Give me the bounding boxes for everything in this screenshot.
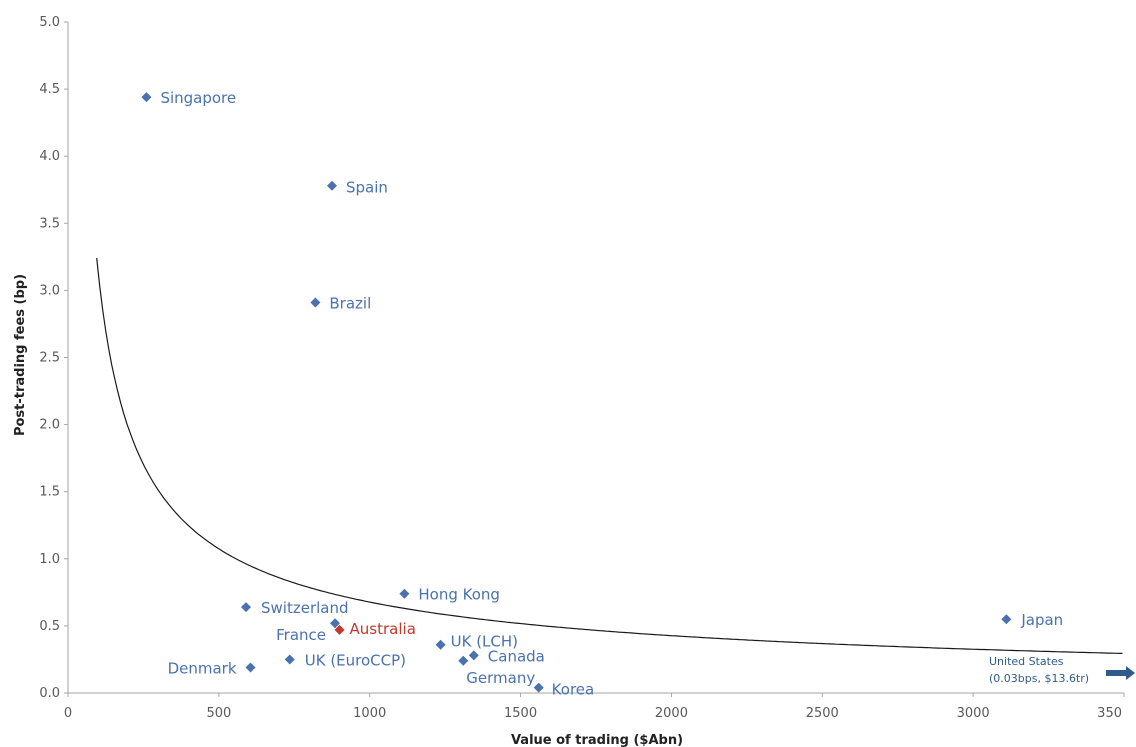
y-tick-label: 0.5 (39, 619, 60, 634)
label-germany: Germany (466, 669, 535, 687)
label-hong-kong: Hong Kong (418, 586, 500, 604)
label-singapore: Singapore (160, 89, 236, 107)
y-tick-label: 1.5 (39, 485, 60, 500)
marker-switzerland (241, 602, 252, 613)
marker-uk-euroccp (284, 654, 295, 665)
trendline (96, 257, 1123, 654)
marker-canada (468, 650, 479, 661)
annotation-line-2: (0.03bps, $13.6tr) (989, 672, 1089, 685)
marker-australia (334, 624, 345, 635)
x-axis-title: Value of trading ($Abn) (511, 733, 683, 747)
marker-uk-lch (435, 639, 446, 650)
y-axis: 0.0 0.5 1.0 1.5 2.0 2.5 3.0 3.5 4.0 4.5 5.0 (39, 15, 69, 701)
y-tick-label: 4.0 (39, 149, 60, 164)
label-brazil: Brazil (329, 294, 371, 312)
marker-singapore (141, 92, 152, 103)
label-australia: Australia (350, 620, 416, 638)
label-japan: Japan (1020, 611, 1063, 629)
x-axis: 0 500 1000 1500 2000 2500 3000 350 (64, 692, 1125, 721)
y-tick-label: 3.0 (39, 283, 60, 298)
label-uk-lch: UK (LCH) (451, 633, 518, 651)
y-tick-label: 5.0 (39, 15, 60, 30)
y-tick-label: 2.5 (39, 351, 60, 366)
united-states-annotation: United States (0.03bps, $13.6tr) (989, 655, 1135, 685)
y-axis-title: Post-trading fees (bp) (13, 274, 28, 436)
x-tick-label: 350 (1097, 706, 1122, 721)
x-tick-label: 2500 (806, 706, 839, 721)
marker-japan (1001, 614, 1012, 625)
annotation-line-1: United States (989, 655, 1064, 668)
marker-germany (458, 655, 469, 666)
label-france: France (276, 626, 326, 644)
power-trendline (96, 257, 1123, 654)
marker-korea (533, 682, 544, 693)
marker-hong-kong (399, 588, 410, 599)
label-korea: Korea (552, 681, 595, 699)
label-canada: Canada (488, 647, 545, 665)
label-spain: Spain (346, 179, 388, 197)
x-tick-label: 1000 (353, 706, 386, 721)
y-tick-label: 1.0 (39, 552, 60, 567)
label-denmark: Denmark (168, 660, 237, 678)
label-switzerland: Switzerland (261, 599, 349, 617)
right-arrow-icon (1106, 666, 1135, 680)
x-tick-label: 1500 (504, 706, 537, 721)
x-tick-label: 500 (206, 706, 231, 721)
y-tick-label: 0.0 (39, 686, 60, 701)
marker-brazil (310, 297, 321, 308)
marker-denmark (245, 662, 256, 673)
x-tick-label: 2000 (655, 706, 688, 721)
y-tick-label: 3.5 (39, 216, 60, 231)
marker-spain (327, 180, 337, 191)
x-tick-label: 3000 (957, 706, 990, 721)
x-tick-label: 0 (64, 706, 72, 721)
marker-france (330, 618, 341, 629)
y-tick-label: 2.0 (39, 418, 60, 433)
y-tick-label: 4.5 (39, 82, 60, 97)
label-uk-euroccp: UK (EuroCCP) (305, 651, 406, 669)
data-points: Singapore Spain Brazil Hong Kong Switzerland… (141, 89, 1063, 699)
